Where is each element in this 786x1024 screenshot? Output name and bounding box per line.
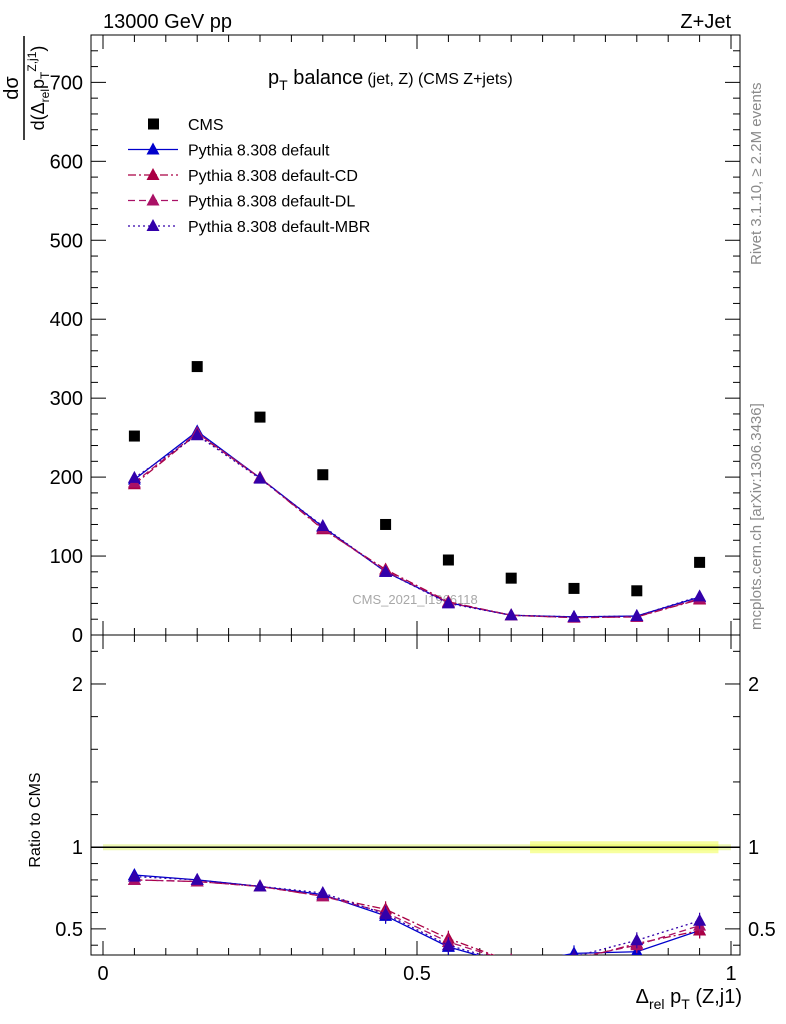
x-tick-label: 0.5 [403,963,431,985]
rivet-version-label: Rivet 3.1.10, ≥ 2.2M events [748,82,765,266]
cms-data-point [694,556,706,568]
x-axis-label: Δrel pT (Z,j1) [636,986,742,1012]
mc-series-point [127,470,141,483]
ratio-series-point [571,949,577,955]
mc-series-point [190,428,204,441]
top-y-tick-label: 600 [50,151,83,173]
ratio-series-line [134,879,700,955]
mc-series-line [133,432,700,619]
legend-marker-triangle [146,168,160,180]
cms-data-point [254,411,266,423]
axis-ticks: 0 100 200 300 400 500 600 700 0 0.5 1 0.5 0.5 1 1 2 2 [50,35,776,985]
mc-series-line [134,430,700,618]
legend-marker-triangle [146,219,160,231]
ratio-series-point [316,885,330,898]
cms-data-point [505,572,517,584]
ratio-series-point [253,879,267,892]
mc-series-point [441,596,455,609]
ratio-y-tick-label-right: 0.5 [748,919,776,941]
ratio-series-point [127,869,141,882]
legend-entry-label: Pythia 8.308 default-CD [188,168,358,185]
legend-entry-label: Pythia 8.308 default-DL [188,194,355,211]
mcplots-credit-label: mcplots.cern.ch [arXiv:1306.3436] [748,403,765,630]
legend-entry-label: Pythia 8.308 default-MBR [188,219,370,236]
cms-data-point [128,430,140,442]
top-y-tick-label: 700 [50,72,83,94]
ratio-series-line [134,874,700,955]
mc-series-point [316,519,330,532]
ratio-uncertainty-band [91,841,740,854]
top-y-tick-label: 400 [50,309,83,331]
ratio-series-point [510,954,512,955]
mc-series-point [253,471,267,484]
top-y-axis-label: dσ d(ΔrelpTZ,j1) [1,36,52,140]
mc-series-point [630,609,644,622]
cms-data-point [380,518,392,530]
legend-marker-triangle [146,142,160,155]
mc-series-point [379,564,393,577]
top-y-tick-label: 0 [72,625,83,647]
top-y-tick-label: 300 [50,388,83,410]
ratio-series-point [510,954,512,955]
legend-entry-label: Pythia 8.308 default [188,143,330,160]
cms-data-point [442,554,454,566]
mc-series-point [567,609,581,622]
cms-data-point [568,582,580,594]
y-label-denominator: d(ΔrelpTZ,j1) [25,46,52,131]
header-right: Z+Jet [680,11,731,33]
main-series [127,361,707,623]
ratio-series-point [693,913,707,926]
ratio-y-axis-label: Ratio to CMS [27,772,44,867]
ratio-y-tick-label-right: 1 [748,837,759,859]
ratio-series-line [134,875,700,955]
cms-data-point [631,585,643,597]
mc-series-line [134,434,700,618]
top-y-tick-label: 500 [50,230,83,252]
ratio-series-point [441,938,455,951]
header-left: 13000 GeV pp [103,11,232,33]
ratio-y-tick-label: 1 [72,837,83,859]
ratio-series-point [505,956,518,968]
mc-series-point [504,608,518,621]
cms-data-point [317,469,329,481]
legend: CMS Pythia 8.308 default Pythia 8.308 defa… [128,117,370,236]
legend-entry-label: CMS [188,117,224,134]
ratio-series-point [505,958,518,970]
ratio-series-point [190,872,204,885]
plot-title: pT balance (jet, Z) (CMS Z+jets) [268,67,513,93]
cms-data-point [191,361,203,373]
ratio-y-tick-label-right: 2 [748,674,759,696]
legend-marker-triangle [146,193,160,206]
top-y-tick-label: 100 [50,546,83,568]
x-tick-label: 1 [725,963,736,985]
ratio-panel-frame [90,634,741,956]
ratio-y-tick-label: 0.5 [55,919,83,941]
ratio-series [127,868,707,970]
top-y-tick-label: 200 [50,467,83,489]
legend-marker-square [148,118,159,130]
x-tick-label: 0 [97,963,108,985]
ratio-series-point [379,907,393,920]
ratio-series-point [630,933,644,946]
y-label-numerator: dσ [1,76,23,100]
mc-series-point [693,589,707,602]
ratio-y-tick-label: 2 [72,674,83,696]
mc-series-line [133,432,700,619]
